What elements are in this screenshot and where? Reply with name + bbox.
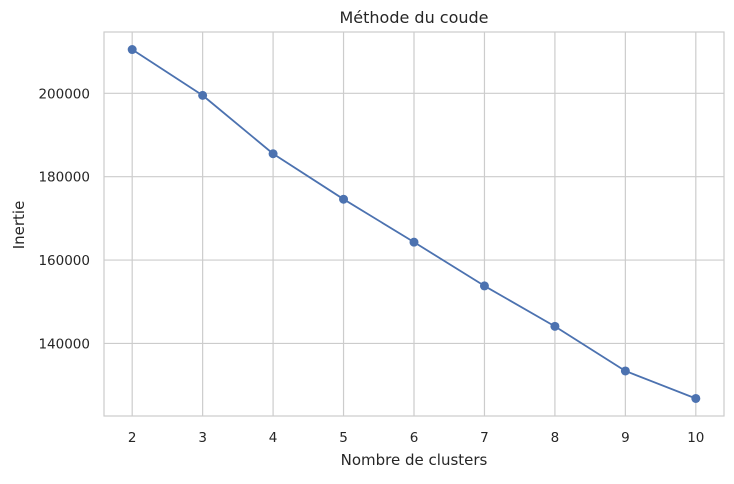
- x-tick-label: 10: [687, 430, 704, 446]
- x-tick-label: 8: [551, 430, 560, 446]
- data-point: [127, 45, 137, 55]
- x-tick-labels: 2 3 4 5 6 7 8 9 10: [128, 430, 705, 446]
- data-point: [268, 149, 278, 159]
- y-tick-label: 180000: [38, 170, 90, 186]
- y-tick-label: 200000: [38, 86, 90, 102]
- data-point: [409, 237, 419, 247]
- x-tick-label: 4: [269, 430, 278, 446]
- y-tick-label: 140000: [38, 336, 90, 352]
- series: [127, 45, 701, 403]
- x-tick-label: 7: [480, 430, 489, 446]
- data-point: [550, 321, 560, 331]
- x-tick-label: 6: [410, 430, 419, 446]
- y-tick-labels: 140000 160000 180000 200000: [38, 86, 90, 352]
- data-point: [691, 393, 701, 403]
- data-point: [339, 194, 349, 204]
- chart-title: Méthode du coude: [339, 8, 488, 27]
- x-tick-label: 2: [128, 430, 137, 446]
- y-tick-label: 160000: [38, 253, 90, 269]
- data-point: [198, 90, 208, 100]
- x-axis-label: Nombre de clusters: [341, 451, 488, 469]
- x-tick-label: 5: [339, 430, 348, 446]
- plot-frame: [103, 31, 725, 417]
- data-point: [479, 281, 489, 291]
- x-tick-label: 3: [198, 430, 207, 446]
- y-axis-label: Inertie: [10, 201, 28, 250]
- x-tick-label: 9: [621, 430, 630, 446]
- data-point: [620, 366, 630, 376]
- grid: [104, 32, 724, 416]
